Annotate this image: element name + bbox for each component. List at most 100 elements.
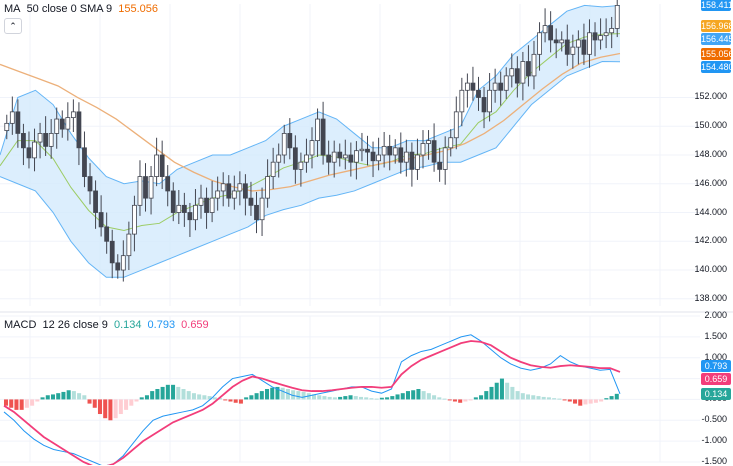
candle-body bbox=[470, 82, 476, 91]
candle-body bbox=[15, 111, 21, 134]
macd-histogram-bar bbox=[385, 397, 390, 400]
macd-histogram-bar bbox=[66, 390, 71, 400]
macd-histogram-bar bbox=[134, 399, 139, 402]
candle-body bbox=[359, 148, 365, 152]
macd-histogram-bar bbox=[82, 395, 87, 400]
macd-histogram-bar bbox=[285, 389, 290, 400]
macd-histogram-bar bbox=[181, 389, 186, 400]
ma50-line bbox=[0, 52, 621, 192]
macd-histogram-bar bbox=[557, 398, 562, 400]
macd-pane[interactable] bbox=[0, 315, 700, 465]
price-axis-tag: 156.445 bbox=[701, 33, 733, 46]
candle-body bbox=[598, 35, 603, 41]
macd-histogram-bar bbox=[97, 399, 102, 415]
candle-body bbox=[32, 141, 37, 159]
macd-histogram-bar bbox=[322, 396, 327, 400]
bollinger-upper-line bbox=[0, 4, 621, 185]
macd-histogram-bar bbox=[124, 399, 129, 410]
macd-histogram-bar bbox=[45, 395, 50, 400]
macd-histogram-bar bbox=[458, 399, 463, 403]
candle-body bbox=[298, 161, 304, 170]
candle-body bbox=[254, 204, 259, 221]
candle-body bbox=[115, 262, 121, 271]
macd-histogram-bar bbox=[593, 399, 598, 403]
macd-histogram-bar bbox=[223, 399, 228, 401]
macd-histogram-bar bbox=[426, 393, 431, 400]
candle-body bbox=[365, 148, 370, 153]
candle-body bbox=[176, 204, 182, 213]
candle-body bbox=[514, 68, 520, 84]
macd-histogram-bar bbox=[144, 395, 149, 400]
ma-legend[interactable]: MA 50 close 0 SMA 9 155.056 bbox=[4, 2, 161, 16]
macd-histogram-bar bbox=[578, 399, 583, 406]
macd-histogram-bar bbox=[432, 395, 437, 400]
candle-body bbox=[437, 161, 443, 170]
macd-histogram-bar bbox=[400, 393, 405, 400]
macd-histogram-bar bbox=[113, 399, 118, 419]
price-axis-tag: 155.056 bbox=[701, 47, 733, 60]
candle-body bbox=[320, 118, 326, 156]
macd-histogram-bar bbox=[379, 397, 384, 400]
macd-histogram-bar bbox=[14, 399, 19, 410]
candle-body bbox=[215, 190, 221, 199]
macd-histogram-bar bbox=[421, 391, 426, 400]
candle-body bbox=[109, 240, 115, 264]
macd-histogram-bar bbox=[546, 397, 551, 400]
macd-histogram-bar bbox=[484, 391, 489, 400]
candle-body bbox=[59, 118, 65, 130]
chevron-up-icon[interactable]: ⌃ bbox=[4, 18, 22, 34]
macd-histogram-bar bbox=[541, 396, 546, 400]
candle-body bbox=[26, 147, 32, 159]
macd-histogram-bar bbox=[353, 396, 358, 400]
candle-body bbox=[237, 183, 243, 192]
macd-histogram-bar bbox=[567, 399, 572, 402]
macd-tick-label: 1.500 bbox=[704, 330, 727, 341]
macd-histogram-bar bbox=[265, 389, 270, 400]
macd-histogram-bar bbox=[332, 397, 337, 400]
candle-body bbox=[542, 25, 548, 34]
macd-histogram-bar bbox=[92, 399, 97, 408]
macd-histogram-bar bbox=[552, 398, 557, 400]
candle-body bbox=[587, 32, 592, 55]
macd-histogram-bar bbox=[35, 399, 40, 402]
macd-histogram-bar bbox=[202, 395, 207, 400]
macd-histogram-bar bbox=[609, 396, 614, 400]
macd-tick-label: 2.000 bbox=[704, 310, 727, 320]
candle-body bbox=[331, 151, 337, 163]
candle-body bbox=[120, 255, 126, 271]
macd-histogram-bar bbox=[87, 399, 92, 404]
candle-body bbox=[559, 39, 565, 44]
candle-body bbox=[104, 226, 110, 242]
macd-legend[interactable]: MACD 12 26 close 9 0.134 0.793 0.659 bbox=[4, 318, 212, 332]
candle-body bbox=[281, 133, 287, 156]
candle-body bbox=[415, 154, 420, 170]
macd-histogram-bar bbox=[30, 399, 35, 406]
macd-histogram-bar bbox=[207, 396, 212, 400]
price-pane[interactable] bbox=[0, 0, 700, 306]
macd-legend-hist: 0.659 bbox=[181, 319, 209, 331]
candle-body bbox=[315, 118, 320, 142]
ma-legend-params: 50 close 0 SMA 9 bbox=[26, 3, 113, 15]
macd-histogram-bar bbox=[238, 399, 243, 404]
candle-body bbox=[287, 133, 293, 149]
macd-histogram-bar bbox=[165, 384, 170, 400]
macd-histogram-bar bbox=[515, 391, 520, 400]
macd-histogram-bar bbox=[71, 391, 76, 400]
macd-histogram-bar bbox=[233, 399, 238, 403]
candle-body bbox=[137, 176, 143, 206]
candle-body bbox=[265, 176, 271, 199]
macd-histogram-bar bbox=[463, 399, 468, 402]
candle-body bbox=[442, 147, 448, 170]
candle-body bbox=[98, 212, 104, 228]
candle-body bbox=[537, 32, 542, 55]
macd-histogram-bar bbox=[176, 386, 181, 400]
candle-body bbox=[292, 147, 298, 170]
macd-histogram-bar bbox=[197, 394, 202, 400]
macd-histogram-bar bbox=[4, 399, 9, 406]
macd-legend-signal: 0.793 bbox=[147, 319, 176, 331]
macd-histogram-bar bbox=[150, 391, 155, 400]
candle-body bbox=[93, 190, 98, 213]
candle-body bbox=[398, 147, 404, 163]
candle-body bbox=[143, 176, 148, 199]
